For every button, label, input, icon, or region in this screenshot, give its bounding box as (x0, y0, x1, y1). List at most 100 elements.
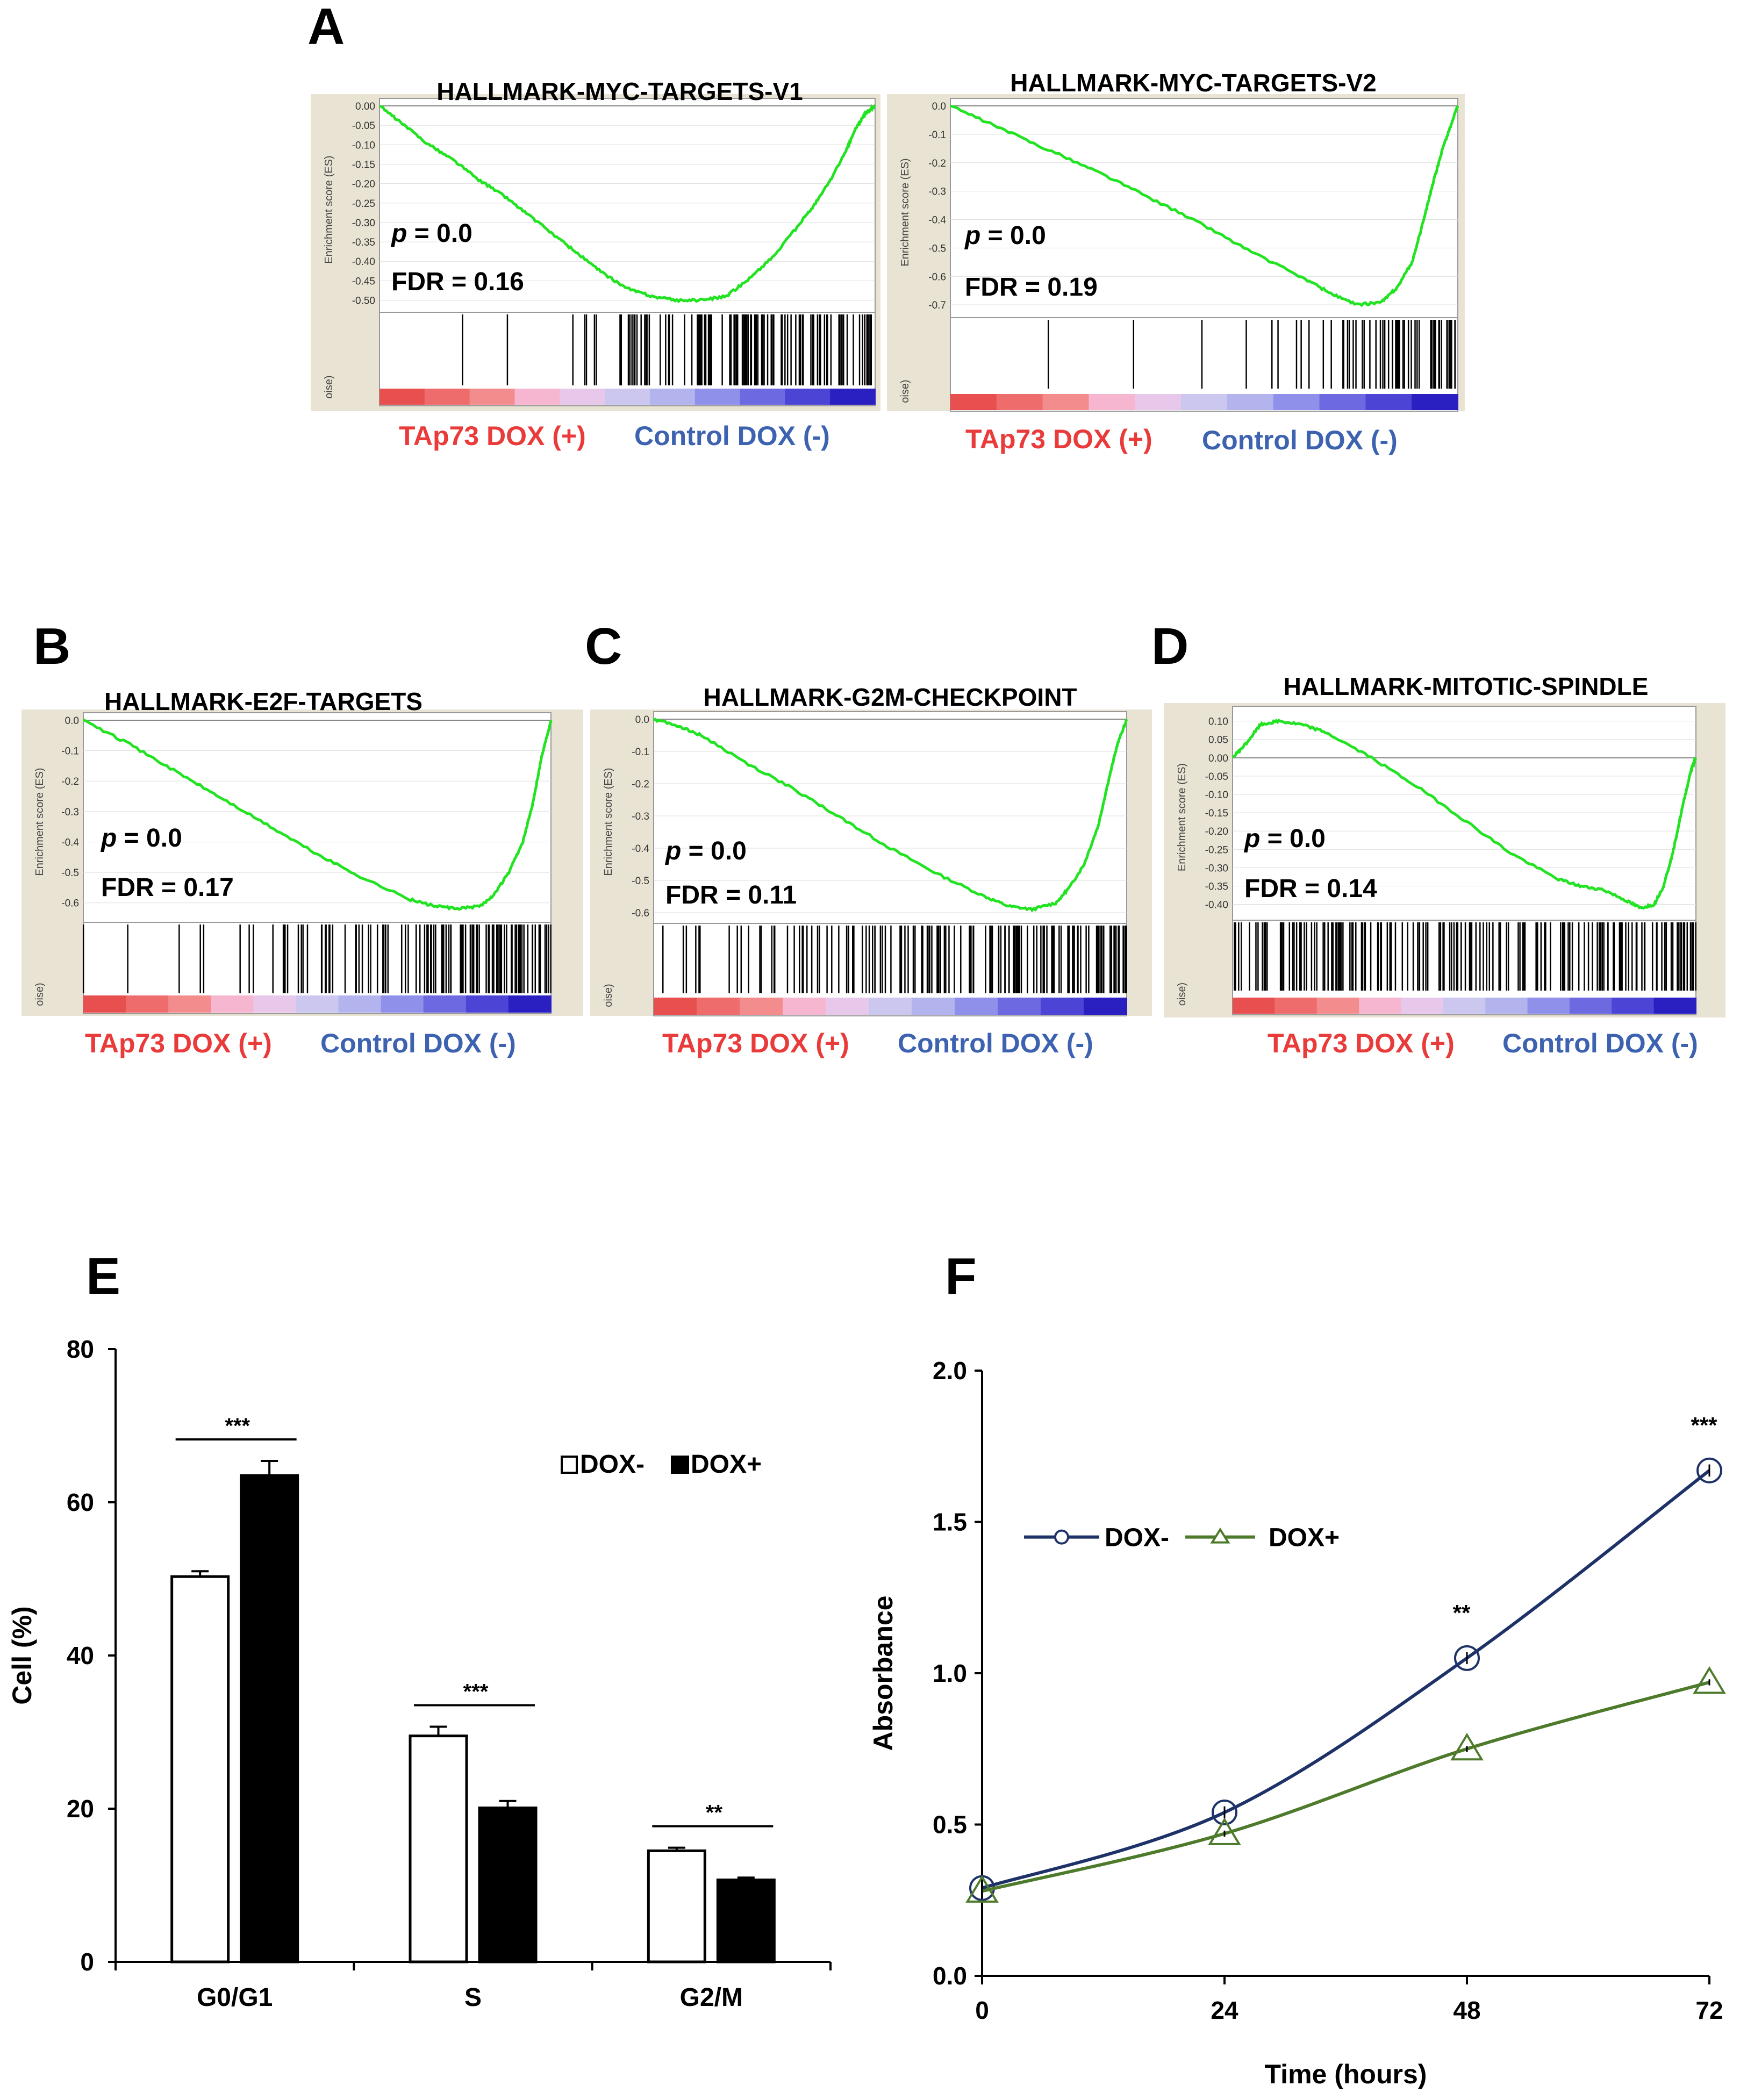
bar-doxplus (716, 1879, 776, 1963)
y-tick-label: 0.0 (65, 715, 79, 727)
y-tick-label: 0.0 (635, 714, 649, 726)
legend-tap73-dox-plus: TAp73 DOX (+) (1268, 1028, 1455, 1058)
y-tick-label: -0.05 (352, 120, 375, 132)
y-tick-label: 0.0 (932, 101, 946, 112)
y-tick-label: -0.2 (928, 158, 946, 169)
bar-doxminus (647, 1849, 706, 1963)
rank-bar-segment (1316, 998, 1360, 1014)
y-tick-label: -0.25 (1205, 844, 1228, 856)
y-tick-label: 0.0 (933, 1962, 967, 1990)
marker-triangle (1450, 1732, 1484, 1761)
y-tick-label: 0.5 (933, 1811, 967, 1839)
significance-label: *** (463, 1680, 489, 1704)
legend-swatch-dox-minus (561, 1456, 578, 1474)
gsea-title: HALLMARK-E2F-TARGETS (104, 687, 423, 715)
rank-bar-segment (1569, 998, 1613, 1014)
y-tick-label: -0.15 (1205, 808, 1228, 819)
series-line-doxplus (982, 1680, 1710, 1893)
rank-bar-segment (1227, 394, 1274, 410)
rank-bar-segment (950, 394, 997, 410)
marker-circle (1454, 1645, 1480, 1671)
series-line-doxminus (982, 1469, 1710, 1890)
rank-bar-segment (423, 995, 467, 1013)
rank-bar-segment (785, 389, 831, 405)
panel-label-f: F (945, 1248, 977, 1305)
gsea-title: HALLMARK-MYC-TARGETS-V2 (1010, 69, 1377, 97)
y-axis-label: Enrichment score (ES) (1176, 763, 1188, 871)
y-axis-label: Cell (%) (7, 1606, 37, 1704)
significance-label: ** (706, 1801, 723, 1825)
gsea-chart: Enrichment score (ES) oise) 0.0 -0.1 -0.2 -0.… (887, 94, 1465, 412)
rank-bar-segment (1653, 998, 1696, 1014)
legend-control-dox-minus: Control DOX (-) (634, 421, 830, 451)
y-tick-label: -0.15 (352, 159, 375, 170)
y-tick-label: -0.25 (352, 198, 375, 210)
y-tick-label: -0.5 (61, 868, 79, 879)
gsea-plot-g2m: Enrichment score (ES) oise) 0.0 -0.1 -0.2 -0.… (590, 683, 1152, 1019)
rank-bar-segment (826, 998, 869, 1015)
y-tick-label: 0.05 (1208, 735, 1228, 746)
rank-bar-segment (1443, 998, 1486, 1014)
panel-label-a: A (307, 0, 345, 55)
rank-bar-segment (1359, 998, 1402, 1014)
rank-bar-segment (168, 995, 212, 1013)
y-tick-label: -0.3 (632, 811, 649, 822)
y-axis-label: Enrichment score (ES) (603, 768, 614, 876)
rank-bar-segment (1412, 394, 1458, 410)
marker-triangle (1208, 1817, 1241, 1845)
gsea-title: HALLMARK-G2M-CHECKPOINT (703, 683, 1077, 711)
p-value-label: p = 0.0 (1244, 825, 1326, 853)
legend-control-dox-minus: Control DOX (-) (898, 1028, 1093, 1058)
rank-bar-segment (649, 389, 696, 405)
rank-bar-segment (296, 995, 339, 1013)
legend-label-dox-plus: DOX+ (1269, 1524, 1340, 1552)
rank-bar-segment (996, 394, 1043, 410)
fdr-label: FDR = 0.11 (665, 881, 797, 909)
x-tick-label: 48 (1453, 1996, 1480, 2024)
rank-bar-segment (1181, 394, 1228, 410)
y-axis-label: Enrichment score (ES) (323, 155, 335, 263)
rank-bar-segment (560, 389, 606, 405)
rank-bar-segment (1273, 394, 1320, 410)
y-tick-label: -0.50 (352, 296, 375, 307)
bar-doxplus (478, 1807, 538, 1963)
y-tick-label: -0.3 (61, 807, 79, 818)
rank-bar-segment (1527, 998, 1570, 1014)
es-curve (1232, 718, 1697, 910)
gsea-title: HALLMARK-MYC-TARGETS-V1 (436, 77, 803, 105)
rank-bar-segment (211, 995, 254, 1013)
p-value-label: p = 0.0 (665, 837, 747, 865)
y-tick-label: -0.7 (928, 300, 946, 311)
y-tick-label: -0.10 (1205, 790, 1228, 801)
x-tick-label: 0 (975, 1996, 989, 2024)
legend-tap73-dox-plus: TAp73 DOX (+) (399, 421, 586, 451)
rank-bar-segment (1319, 394, 1366, 410)
rank-bar-segment (424, 389, 470, 405)
legend-marker-circle (1054, 1529, 1069, 1545)
panel-label-d: D (1151, 618, 1189, 675)
y-tick-label: -0.40 (352, 256, 375, 268)
rank-bar-segment (912, 998, 955, 1015)
es-curve (950, 104, 1459, 307)
rank-bar-segment (1089, 394, 1136, 410)
y-tick-label: 80 (67, 1335, 94, 1363)
y-tick-label: 1.0 (933, 1659, 967, 1687)
absorbance-line-chart: 0.0 0.5 1.0 1.5 2.0 0 24 48 72 Time (hours) Absorb… (868, 1357, 1726, 2089)
gsea-plot-mitotic-spindle: Enrichment score (ES) oise) 0.10 0.05 0.00 -0… (1164, 672, 1725, 1020)
y-tick-label: 0.00 (1208, 753, 1228, 764)
gsea-chart: Enrichment score (ES) oise) 0.0 -0.1 -0.2 -0.… (22, 709, 583, 1016)
y-tick-label: -0.2 (61, 776, 79, 787)
gsea-chart: Enrichment score (ES) oise) 0.10 0.05 0.00 -0… (1164, 703, 1725, 1017)
y-tick-label: -0.1 (61, 746, 79, 757)
significance-label: *** (225, 1414, 250, 1438)
panel-label-b: B (33, 618, 71, 675)
fdr-label: FDR = 0.17 (101, 873, 234, 902)
rank-axis-label: oise) (1176, 983, 1188, 1006)
rank-bar-segment (697, 998, 740, 1015)
rank-bar-segment (1365, 394, 1413, 410)
gsea-chart: Enrichment score (ES) oise) 0.00 -0.05 -0.10… (311, 94, 880, 411)
significance-label: ** (1453, 1600, 1471, 1625)
y-tick-label: -0.20 (352, 179, 375, 190)
y-tick-label: 0.10 (1208, 716, 1228, 728)
legend-control-dox-minus: Control DOX (-) (320, 1028, 516, 1058)
